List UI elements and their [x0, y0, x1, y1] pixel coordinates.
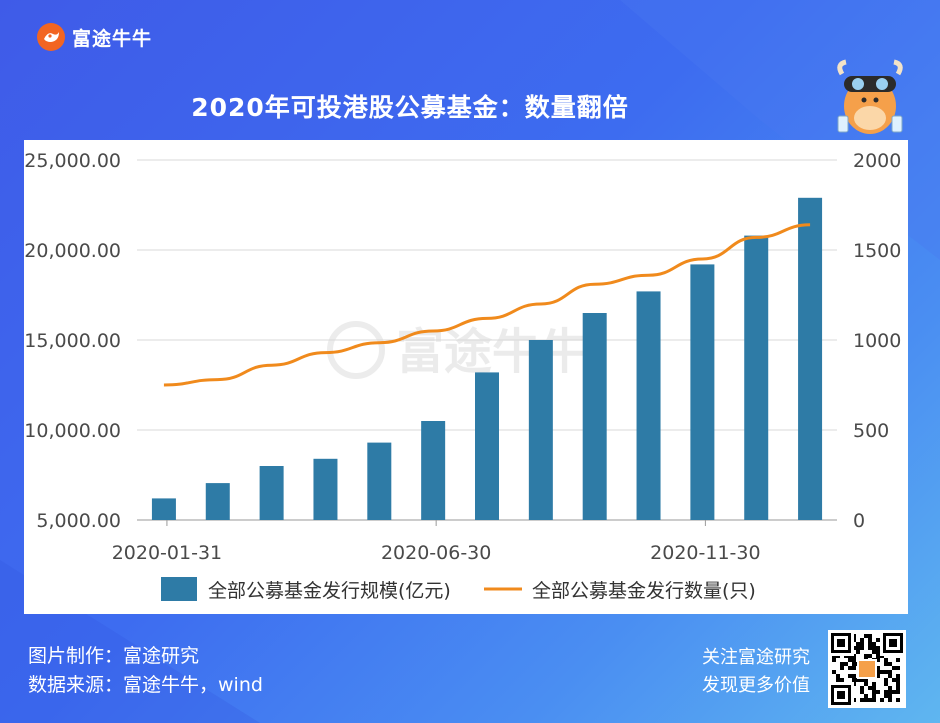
y-right-tick-label: 1000: [853, 330, 901, 352]
y-right-tick-label: 500: [853, 420, 889, 442]
futu-logo-icon: [37, 23, 65, 51]
bar: [636, 291, 661, 520]
chart-card: 富途牛牛 5,000.00 10,000.00 15,000.00 20,000.00…: [24, 140, 908, 614]
mascot-cow-illustration: [837, 59, 903, 134]
bar: [744, 235, 769, 520]
bar: [151, 498, 176, 520]
y-right-tick-label: 2000: [853, 150, 901, 172]
bar: [690, 264, 715, 520]
legend-bar-label: 全部公募基金发行规模(亿元): [208, 580, 451, 602]
watermark: 富途牛牛: [327, 321, 588, 380]
plot-area: 5,000.00 10,000.00 15,000.00 20,000.00 25,00…: [24, 150, 901, 564]
y-right-tick-label: 1500: [853, 240, 901, 262]
chart: 富途牛牛 5,000.00 10,000.00 15,000.00 20,000.00…: [24, 150, 901, 602]
qr-code-icon[interactable]: [828, 630, 906, 708]
bar: [421, 421, 446, 520]
made-by-text: 图片制作：富途研究: [28, 645, 200, 667]
bar: [528, 340, 553, 520]
brand-logo: 富途牛牛: [36, 22, 152, 52]
y-left-tick-label: 5,000.00: [36, 510, 121, 532]
bar: [313, 458, 338, 520]
bar: [798, 197, 823, 521]
follow-text: 关注富途研究 发现更多价值: [702, 644, 810, 700]
page-title: 2020年可投港股公募基金：数量翻倍: [191, 93, 629, 122]
follow-line-1: 关注富途研究: [702, 647, 810, 668]
legend-bar-swatch: [161, 577, 197, 601]
follow-line-2: 发现更多价值: [702, 675, 810, 696]
data-source-text: 数据来源：富途牛牛，wind: [28, 674, 263, 696]
bar: [259, 466, 284, 520]
x-tick-label: 2020-11-30: [650, 542, 760, 564]
bar: [205, 483, 230, 520]
footer-credits: 图片制作：富途研究 数据来源：富途牛牛，wind: [28, 642, 263, 700]
brand-name: 富途牛牛: [72, 27, 153, 50]
legend: 全部公募基金发行规模(亿元) 全部公募基金发行数量(只): [161, 577, 756, 602]
y-right-tick-label: 0: [853, 510, 865, 532]
series-line: [163, 223, 811, 387]
bar: [475, 372, 499, 520]
legend-line-label: 全部公募基金发行数量(只): [532, 580, 756, 602]
y-left-tick-label: 25,000.00: [24, 150, 121, 172]
x-tick-label: 2020-01-31: [112, 542, 222, 564]
watermark-text: 富途牛牛: [396, 324, 588, 380]
bar: [367, 442, 392, 520]
y-left-tick-label: 15,000.00: [24, 330, 121, 352]
bar: [582, 313, 607, 520]
x-tick-label: 2020-06-30: [381, 542, 491, 564]
y-left-tick-label: 20,000.00: [24, 240, 121, 262]
y-left-tick-label: 10,000.00: [24, 420, 121, 442]
